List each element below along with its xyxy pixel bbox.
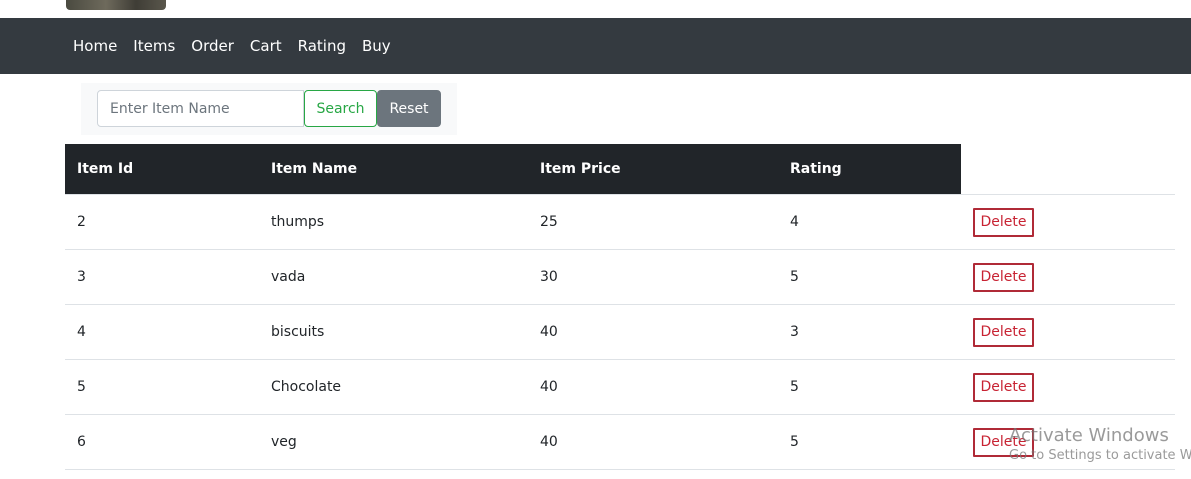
- item-rating-cell: 3: [778, 304, 961, 360]
- delete-button[interactable]: Delete: [973, 317, 1034, 347]
- header-item-id: Item Id: [65, 144, 259, 195]
- item-rating-cell: 5: [778, 414, 961, 470]
- search-input[interactable]: [97, 90, 304, 127]
- header-item-price: Item Price: [528, 144, 778, 195]
- action-cell: Delete: [961, 304, 1175, 360]
- nav-link-cart[interactable]: Cart: [249, 37, 282, 55]
- table-row: 6 veg 40 5 Delete: [65, 414, 1175, 470]
- item-name-cell: vada: [259, 249, 528, 305]
- nav-link-rating[interactable]: Rating: [297, 37, 346, 55]
- delete-button[interactable]: Delete: [973, 262, 1034, 292]
- item-name-cell: veg: [259, 414, 528, 470]
- item-price-cell: 30: [528, 249, 778, 305]
- item-id-cell: 4: [65, 304, 259, 360]
- table-row: 3 vada 30 5 Delete: [65, 249, 1175, 305]
- item-price-cell: 40: [528, 359, 778, 415]
- reset-button[interactable]: Reset: [377, 90, 441, 127]
- item-price-cell: 25: [528, 194, 778, 250]
- item-name-cell: Chocolate: [259, 359, 528, 415]
- navbar: Home Items Order Cart Rating Buy: [0, 18, 1191, 74]
- delete-button[interactable]: Delete: [973, 427, 1034, 457]
- watermark-title: Activate Windows: [1009, 425, 1169, 446]
- logo-image: [66, 0, 166, 10]
- item-price-cell: 40: [528, 304, 778, 360]
- activate-windows-watermark: Activate Windows Go to Settings to activ…: [1009, 425, 1191, 463]
- table-row: 5 Chocolate 40 5 Delete: [65, 359, 1175, 415]
- item-rating-cell: 4: [778, 194, 961, 250]
- item-id-cell: 6: [65, 414, 259, 470]
- item-price-cell: 40: [528, 414, 778, 470]
- nav-links: Home Items Order Cart Rating Buy: [73, 18, 391, 74]
- item-id-cell: 5: [65, 359, 259, 415]
- table-row: 4 biscuits 40 3 Delete: [65, 304, 1175, 360]
- table-header-row: Item Id Item Name Item Price Rating: [65, 144, 1175, 195]
- watermark-subtitle: Go to Settings to activate Windows.: [1009, 448, 1191, 463]
- nav-link-items[interactable]: Items: [133, 37, 176, 55]
- action-cell: Delete: [961, 414, 1175, 470]
- item-name-cell: biscuits: [259, 304, 528, 360]
- item-rating-cell: 5: [778, 249, 961, 305]
- header-item-name: Item Name: [259, 144, 528, 195]
- search-button[interactable]: Search: [304, 90, 377, 127]
- nav-link-order[interactable]: Order: [191, 37, 234, 55]
- nav-link-buy[interactable]: Buy: [362, 37, 391, 55]
- nav-link-home[interactable]: Home: [73, 37, 118, 55]
- header-action: [961, 144, 1175, 195]
- items-table: Item Id Item Name Item Price Rating 2 th…: [65, 144, 1175, 470]
- delete-button[interactable]: Delete: [973, 207, 1034, 237]
- item-rating-cell: 5: [778, 359, 961, 415]
- action-cell: Delete: [961, 359, 1175, 415]
- action-cell: Delete: [961, 249, 1175, 305]
- delete-button[interactable]: Delete: [973, 372, 1034, 402]
- item-id-cell: 2: [65, 194, 259, 250]
- header-rating: Rating: [778, 144, 961, 195]
- table-row: 2 thumps 25 4 Delete: [65, 194, 1175, 250]
- search-form: Search Reset: [81, 83, 457, 135]
- action-cell: Delete: [961, 194, 1175, 250]
- item-name-cell: thumps: [259, 194, 528, 250]
- item-id-cell: 3: [65, 249, 259, 305]
